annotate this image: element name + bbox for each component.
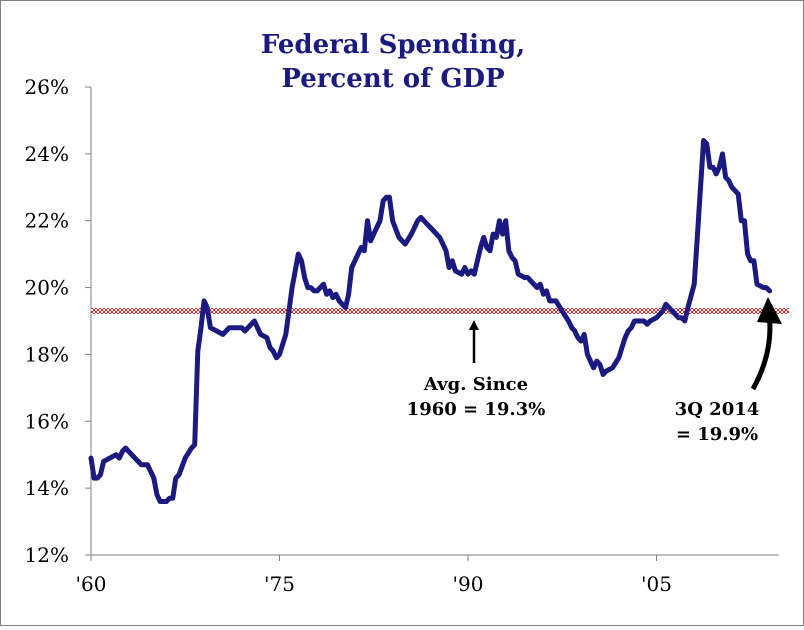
latest-annotation: 3Q 2014 = 19.9% xyxy=(675,297,782,445)
average-annotation-line-1: Avg. Since xyxy=(423,374,528,395)
y-tick-label: 12% xyxy=(25,543,69,567)
y-tick-label: 14% xyxy=(25,476,69,500)
x-tick-label: '05 xyxy=(641,572,672,596)
average-annotation: Avg. Since 1960 = 19.3% xyxy=(407,320,546,420)
y-tick-label: 20% xyxy=(25,276,69,300)
latest-arrow-head xyxy=(757,297,782,324)
y-tick-label: 16% xyxy=(25,409,69,433)
y-tick-label: 24% xyxy=(25,142,69,166)
chart-title-line-1: Federal Spending, xyxy=(261,30,525,60)
y-tick-label: 22% xyxy=(25,209,69,233)
y-axis-ticks: 12% 14% 16% 18% 20% 22% 24% 26% xyxy=(25,75,91,567)
x-tick-label: '75 xyxy=(264,572,295,596)
latest-arrow xyxy=(750,312,773,391)
chart-title-line-2: Percent of GDP xyxy=(281,64,504,94)
y-tick-label: 18% xyxy=(25,342,69,366)
latest-annotation-line-2: = 19.9% xyxy=(676,424,758,445)
y-tick-label: 26% xyxy=(25,75,69,99)
series-line xyxy=(88,138,773,504)
latest-annotation-line-1: 3Q 2014 xyxy=(675,399,760,420)
average-annotation-line-2: 1960 = 19.3% xyxy=(407,399,546,420)
average-line xyxy=(91,307,789,314)
x-axis-ticks: '60 '75 '90 '05 xyxy=(76,555,672,596)
x-tick-label: '60 xyxy=(76,572,107,596)
x-tick-label: '90 xyxy=(453,572,484,596)
